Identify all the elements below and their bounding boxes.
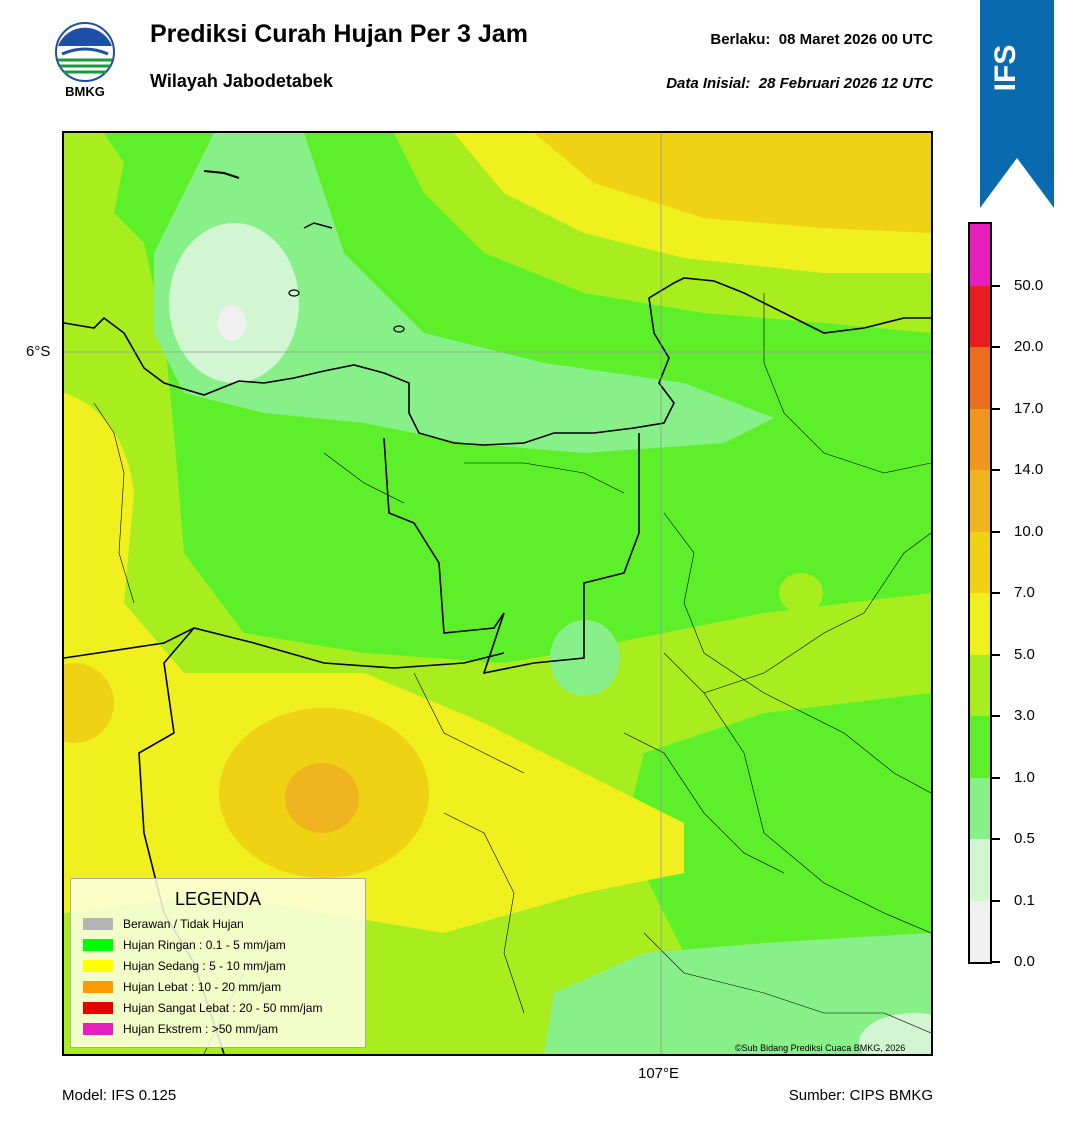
bmkg-logo: BMKG	[52, 20, 118, 102]
colorbar-segment	[970, 839, 990, 901]
legend-item: Berawan / Tidak Hujan	[83, 915, 244, 933]
valid-label: Berlaku:	[710, 31, 771, 48]
legend-label: Berawan / Tidak Hujan	[123, 917, 244, 931]
colorbar-tick	[992, 284, 1000, 287]
logo-text: BMKG	[65, 84, 105, 99]
legend-label: Hujan Sangat Lebat : 20 - 50 mm/jam	[123, 1001, 323, 1015]
colorbar-label: 17.0	[1014, 399, 1044, 417]
colorbar-segment	[970, 347, 990, 409]
valid-value: 08 Maret 2026 00 UTC	[778, 31, 933, 48]
valid-time: Berlaku: 08 Maret 2026 00 UTC	[710, 31, 933, 48]
legend-label: Hujan Sedang : 5 - 10 mm/jam	[123, 959, 286, 973]
legend-label: Hujan Lebat : 10 - 20 mm/jam	[123, 980, 282, 994]
legend-label: Hujan Ringan : 0.1 - 5 mm/jam	[123, 938, 286, 952]
legend-item: Hujan Sedang : 5 - 10 mm/jam	[83, 957, 286, 975]
colorbar-label: 14.0	[1014, 461, 1044, 478]
legend-swatch	[83, 981, 113, 993]
legend-swatch	[83, 918, 113, 930]
colorbar-tick	[992, 776, 1000, 779]
legend-item: Hujan Ringan : 0.1 - 5 mm/jam	[83, 936, 286, 954]
colorbar-segment	[970, 900, 990, 962]
copyright-text: ©Sub Bidang Prediksi Cuaca BMKG, 2026	[735, 1043, 906, 1053]
latitude-label: 6°S	[26, 343, 51, 360]
colorbar-segment	[970, 593, 990, 655]
colorbar-label: 20.0	[1014, 338, 1044, 355]
colorbar-tick	[992, 838, 1000, 840]
initial-value: 28 Februari 2026 12 UTC	[758, 75, 933, 92]
page-title: Prediksi Curah Hujan Per 3 Jam	[150, 20, 528, 48]
colorbar-tick	[992, 346, 1000, 348]
initial-time: Data Inisial: 28 Februari 2026 12 UTC	[666, 75, 933, 92]
rainfall-map	[62, 131, 933, 1056]
colorbar-segment	[970, 285, 990, 347]
colorbar-segment	[970, 470, 990, 532]
longitude-label: 107°E	[638, 1065, 680, 1082]
colorbar-tick	[992, 715, 1000, 717]
model-label: Model: IFS 0.125	[62, 1087, 177, 1104]
colorbar-tick	[992, 407, 1000, 410]
colorbar-segment	[970, 531, 990, 593]
legend-item: Hujan Lebat : 10 - 20 mm/jam	[83, 978, 281, 996]
legend-swatch	[83, 1002, 113, 1014]
colorbar	[968, 222, 992, 964]
legend-item: Hujan Sangat Lebat : 20 - 50 mm/jam	[83, 999, 322, 1017]
ribbon-text: IFS	[989, 44, 1022, 92]
legend-title: LEGENDA	[174, 889, 262, 909]
colorbar-label: 1.0	[1014, 768, 1035, 786]
colorbar-segment	[970, 224, 990, 286]
initial-label: Data Inisial:	[666, 75, 751, 92]
legend-swatch	[83, 939, 113, 951]
colorbar-tick	[992, 530, 1000, 533]
colorbar-label: 0.1	[1014, 891, 1035, 909]
legend-label: Hujan Ekstrem : >50 mm/jam	[123, 1022, 279, 1036]
legend-swatch	[83, 960, 113, 972]
colorbar-segment	[970, 716, 990, 778]
colorbar-label: 7.0	[1014, 584, 1035, 601]
model-ribbon	[980, 0, 1054, 208]
source-label: Sumber: CIPS BMKG	[788, 1087, 933, 1104]
legend-box: LEGENDA Berawan / Tidak Hujan Hujan Ringa…	[70, 878, 366, 1048]
colorbar-label: 0.0	[1014, 953, 1035, 970]
legend-item: Hujan Ekstrem : >50 mm/jam	[83, 1020, 278, 1038]
colorbar-tick	[992, 469, 1000, 471]
colorbar-label: 3.0	[1014, 707, 1035, 724]
colorbar-tick	[992, 653, 1000, 656]
colorbar-segment	[970, 777, 990, 839]
colorbar-label: 50.0	[1014, 276, 1044, 294]
colorbar-segment	[970, 408, 990, 470]
colorbar-label: 5.0	[1014, 645, 1035, 663]
colorbar-tick	[992, 592, 1000, 594]
colorbar-tick	[992, 961, 1000, 963]
colorbar-label: 0.5	[1014, 830, 1035, 847]
colorbar-tick	[992, 899, 1000, 902]
legend-swatch	[83, 1023, 113, 1035]
page-subtitle: Wilayah Jabodetabek	[150, 71, 333, 91]
colorbar-segment	[970, 654, 990, 716]
colorbar-label: 10.0	[1014, 522, 1044, 540]
